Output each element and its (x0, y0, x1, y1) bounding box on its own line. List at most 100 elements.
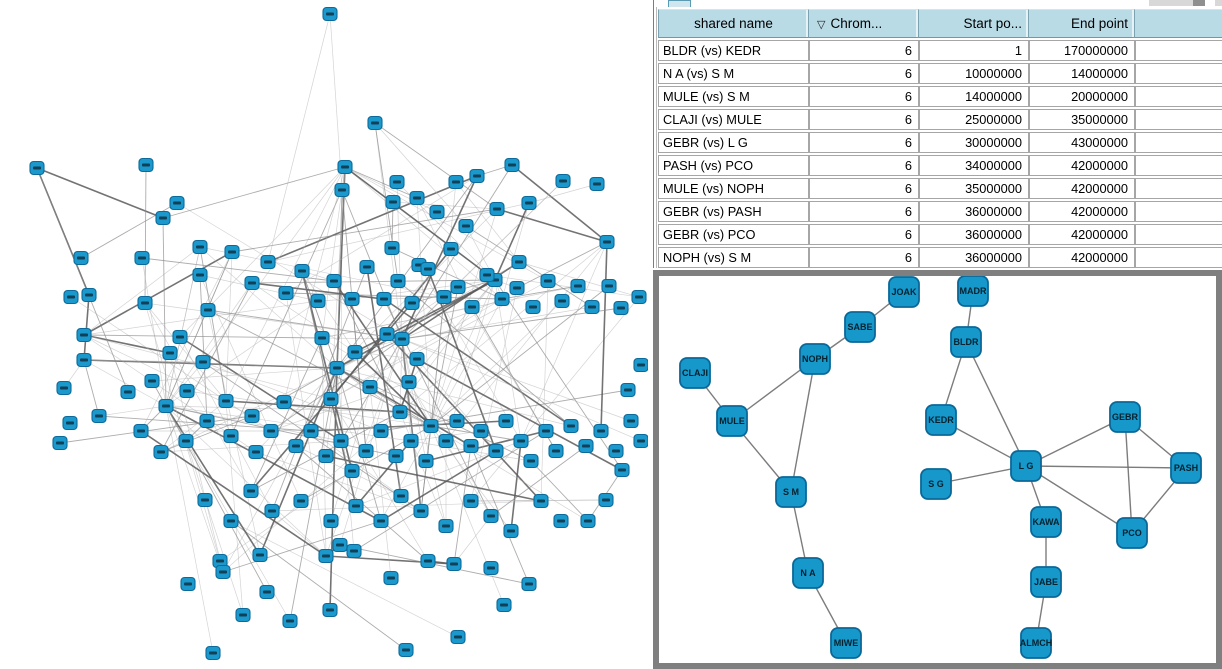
overview-node[interactable] (162, 345, 178, 361)
value-cell[interactable]: 10000000 (919, 63, 1029, 84)
overview-node[interactable] (423, 418, 439, 434)
overview-node[interactable] (384, 240, 400, 256)
shared-name-cell[interactable]: BLDR (vs) KEDR (658, 40, 809, 61)
overview-node[interactable] (76, 327, 92, 343)
value-cell[interactable]: 5.9 (1135, 109, 1222, 130)
overview-node[interactable] (464, 299, 480, 315)
overview-node[interactable] (540, 273, 556, 289)
overview-node[interactable] (260, 254, 276, 270)
overview-node[interactable] (362, 379, 378, 395)
overview-node[interactable] (91, 408, 107, 424)
overview-node[interactable] (388, 448, 404, 464)
overview-node[interactable] (332, 537, 348, 553)
value-cell[interactable]: 6.6 (1135, 63, 1222, 84)
overview-node[interactable] (538, 423, 554, 439)
overview-node[interactable] (138, 157, 154, 173)
column-header-3[interactable]: End point (1029, 9, 1135, 38)
value-cell[interactable]: 6 (809, 224, 919, 245)
overview-node[interactable] (359, 259, 375, 275)
overview-node[interactable] (392, 404, 408, 420)
overview-node[interactable] (553, 513, 569, 529)
table-row[interactable]: NOPH (vs) S M636000000420000009.9 (658, 247, 1222, 268)
filter-icon[interactable]: ▽ (817, 19, 826, 31)
network-node-MIWE[interactable]: MIWE (830, 627, 862, 659)
overview-node[interactable] (578, 438, 594, 454)
overview-node[interactable] (525, 299, 541, 315)
overview-node[interactable] (623, 413, 639, 429)
overview-node[interactable] (469, 168, 485, 184)
overview-node[interactable] (288, 438, 304, 454)
overview-node[interactable] (580, 513, 596, 529)
table-row[interactable]: MULE (vs) S M614000000200000007.5 (658, 86, 1222, 107)
overview-node[interactable] (620, 382, 636, 398)
overview-node[interactable] (81, 287, 97, 303)
overview-node[interactable] (389, 174, 405, 190)
scrollbar-thumb-fragment[interactable] (1193, 0, 1205, 6)
overview-node[interactable] (334, 182, 350, 198)
scrollbar-track-fragment[interactable] (1149, 0, 1222, 6)
overview-node[interactable] (601, 278, 617, 294)
overview-node[interactable] (243, 483, 259, 499)
value-cell[interactable]: 1 (919, 40, 1029, 61)
value-cell[interactable]: 34000000 (919, 155, 1029, 176)
overview-node[interactable] (513, 433, 529, 449)
overview-node[interactable] (244, 408, 260, 424)
overview-node[interactable] (215, 564, 231, 580)
overview-node[interactable] (554, 293, 570, 309)
overview-node[interactable] (373, 423, 389, 439)
overview-node[interactable] (614, 462, 630, 478)
shared-name-cell[interactable]: MULE (vs) NOPH (658, 178, 809, 199)
overview-node[interactable] (56, 380, 72, 396)
value-cell[interactable]: 6 (809, 155, 919, 176)
overview-node[interactable] (463, 493, 479, 509)
overview-node[interactable] (172, 329, 188, 345)
overview-node[interactable] (195, 354, 211, 370)
overview-node[interactable] (153, 444, 169, 460)
overview-node[interactable] (420, 261, 436, 277)
value-cell[interactable]: 14000000 (1029, 63, 1135, 84)
overview-node[interactable] (420, 553, 436, 569)
overview-node[interactable] (347, 344, 363, 360)
overview-node[interactable] (383, 570, 399, 586)
overview-node[interactable] (409, 190, 425, 206)
value-cell[interactable]: 42000000 (1029, 224, 1135, 245)
overview-node[interactable] (598, 492, 614, 508)
value-cell[interactable]: 6 (809, 247, 919, 268)
overview-node[interactable] (521, 195, 537, 211)
overview-node[interactable] (376, 291, 392, 307)
value-cell[interactable]: 10.5 (1135, 178, 1222, 199)
overview-node[interactable] (346, 543, 362, 559)
value-cell[interactable]: 8.4 (1135, 224, 1222, 245)
value-cell[interactable]: 20000000 (1029, 86, 1135, 107)
value-cell[interactable]: 36000000 (919, 224, 1029, 245)
table-row[interactable]: PASH (vs) PCO6340000004200000011.4 (658, 155, 1222, 176)
overview-node[interactable] (314, 330, 330, 346)
overview-node[interactable] (264, 503, 280, 519)
shared-name-cell[interactable]: GEBR (vs) PCO (658, 224, 809, 245)
overview-node[interactable] (401, 374, 417, 390)
table-row[interactable]: GEBR (vs) PASH636000000420000008.9 (658, 201, 1222, 222)
overview-node[interactable] (398, 642, 414, 658)
overview-node[interactable] (418, 453, 434, 469)
overview-node[interactable] (413, 503, 429, 519)
overview-node[interactable] (496, 597, 512, 613)
overview-node[interactable] (192, 267, 208, 283)
overview-node[interactable] (379, 326, 395, 342)
value-cell[interactable]: 170000000 (1029, 40, 1135, 61)
overview-node[interactable] (144, 373, 160, 389)
overview-node[interactable] (197, 492, 213, 508)
overview-node[interactable] (248, 444, 264, 460)
network-node-S M[interactable]: S M (775, 476, 807, 508)
overview-node[interactable] (62, 415, 78, 431)
overview-node[interactable] (494, 291, 510, 307)
overview-node[interactable] (134, 250, 150, 266)
overview-node[interactable] (263, 423, 279, 439)
overview-node[interactable] (563, 418, 579, 434)
overview-node[interactable] (373, 513, 389, 529)
value-cell[interactable]: 30000000 (919, 132, 1029, 153)
column-header-4[interactable]: Genetic... (1135, 9, 1222, 38)
table-row[interactable]: N A (vs) S M610000000140000006.6 (658, 63, 1222, 84)
value-cell[interactable]: 6 (809, 63, 919, 84)
shared-name-cell[interactable]: PASH (vs) PCO (658, 155, 809, 176)
network-node-N A[interactable]: N A (792, 557, 824, 589)
